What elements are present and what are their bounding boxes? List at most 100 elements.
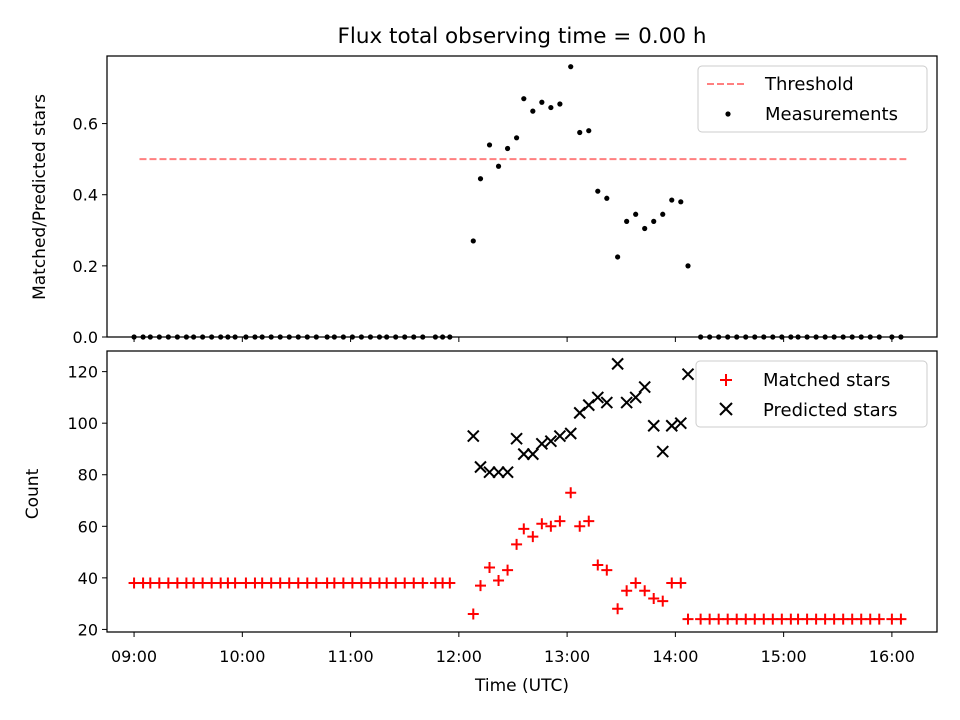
figure-title: Flux total observing time = 0.00 h [338,24,707,49]
measurements-point [642,225,648,232]
x-tick-label: 11:00 [328,647,374,666]
predicted-stars-point [544,435,558,448]
bottom-y-tick-label: 120 [67,363,98,382]
top-y-tick-label: 0.2 [73,257,98,276]
measurements-point [669,197,675,203]
bottom-legend: Matched stars Predicted stars [695,360,928,428]
matched-stars-point [621,585,633,597]
legend-measurements-label: Measurements [765,104,898,125]
matched-stars-point [444,577,456,589]
top-legend: Threshold Measurements [697,65,928,133]
measurements-point [633,211,639,217]
predicted-stars-point [656,445,669,458]
top-legend-box [697,65,928,133]
measurements-point [477,176,484,182]
legend-threshold-label: Threshold [764,74,854,95]
measurements-point [521,96,527,102]
bottom-y-tick-label: 40 [78,569,98,588]
measurements-point [651,218,657,224]
matched-stars-point [417,577,429,589]
measurements-point [513,135,520,141]
legend-matched-swatch [720,374,732,386]
matched-stars-point [639,585,651,597]
predicted-stars-point [535,437,549,451]
top-y-tick-label: 0.6 [73,115,98,134]
matched-stars-point [511,538,523,550]
predicted-stars-point [517,447,531,461]
predicted-stars-point [526,447,540,461]
predicted-stars-point [600,396,614,409]
matched-stars-point [682,613,694,625]
predicted-stars-point [564,427,577,440]
top-y-tick-label: 0.4 [73,186,98,205]
measurements-point [470,238,476,244]
measurements-point [530,108,536,114]
legend-measurements-swatch [725,111,731,117]
bottom-y-tick-label: 60 [78,517,98,536]
top-y-tick-label: 0.0 [73,328,98,347]
measurements-point [486,142,493,148]
predicted-stars-point [483,465,496,479]
matched-stars-point [502,564,514,576]
predicted-stars-point [611,357,624,371]
predicted-stars-point [629,391,642,404]
x-tick-label: 09:00 [111,647,157,666]
top-axes-frame [106,55,938,338]
x-tick-label: 16:00 [869,647,915,666]
matched-stars-point [592,559,604,571]
measurements-point [595,188,601,194]
matched-stars-point [657,595,669,607]
matched-stars-point [545,520,557,532]
matched-stars-point [895,613,907,625]
measurements-point [504,145,511,152]
matched-stars-point [475,580,486,592]
predicted-stars-point [501,465,514,479]
bottom-axes-frame [106,350,938,633]
matched-stars-point [612,603,624,615]
matched-stars-point [467,608,479,620]
bottom-y-tick-label: 100 [67,414,98,433]
matched-stars-point [527,531,539,543]
legend-matched-label: Matched stars [763,370,890,391]
measurements-point [557,101,563,107]
matched-stars-point [630,577,642,589]
bottom-y-axis-label: Count [23,468,43,519]
top-panel: 0.0 0.2 0.4 0.6 Matched/Predicted stars Thr… [30,55,938,347]
predicted-stars-point [474,460,487,474]
matched-stars-point [518,523,530,535]
x-axis-label: Time (UTC) [474,676,569,696]
matched-stars-point [484,562,496,574]
x-tick-label: 13:00 [544,647,590,666]
legend-predicted-label: Predicted stars [763,400,897,421]
bottom-panel: 20 40 60 80 100 120 09:00 10:00 11:00 12:00 13:00 1… [23,350,938,696]
measurements-point [624,218,630,224]
predicted-stars-point [665,419,678,432]
predicted-stars-point [467,429,480,443]
legend-predicted-swatch [719,402,733,416]
measurements-point [568,64,574,70]
matched-stars-point [675,577,687,589]
measurements-point [660,211,666,217]
predicted-stars-point [510,432,523,445]
bottom-y-tick-label: 20 [78,620,98,639]
matched-stars-point [493,574,505,586]
predicted-stars-point [492,465,505,479]
matched-stars-point [601,564,613,576]
x-tick-label: 14:00 [652,647,698,666]
matched-stars-point [873,613,885,625]
measurements-point [615,254,621,260]
predicted-stars-point [620,396,633,409]
measurements-point [586,128,592,134]
measurements-point [577,129,583,136]
matched-stars-point [648,592,660,604]
matched-stars-point [583,515,595,527]
measurements-point [685,263,691,269]
predicted-stars-point [647,419,660,432]
bottom-legend-box [695,360,928,428]
matched-stars-point [554,515,566,527]
predicted-stars-point [674,416,687,430]
matched-stars-point [574,520,586,532]
measurements-point [604,195,610,201]
top-y-axis-label: Matched/Predicted stars [30,94,50,300]
